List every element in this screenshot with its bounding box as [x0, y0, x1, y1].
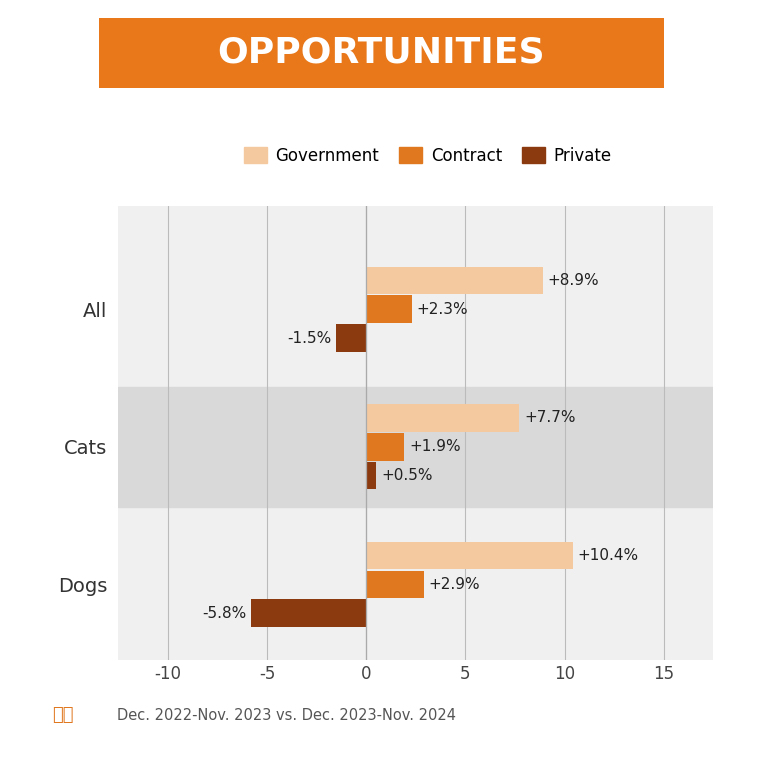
Text: 🐕🐈: 🐕🐈 [52, 707, 73, 724]
Text: +0.5%: +0.5% [382, 468, 433, 483]
Text: -5.8%: -5.8% [202, 606, 246, 621]
Bar [251, 600, 366, 627]
Bar [366, 542, 572, 569]
Text: +8.9%: +8.9% [548, 273, 600, 288]
Text: +10.4%: +10.4% [578, 548, 639, 563]
Text: OPPORTUNITIES: OPPORTUNITIES [217, 36, 546, 69]
Legend: Government, Contract, Private: Government, Contract, Private [239, 142, 617, 169]
Bar [366, 462, 376, 489]
Bar [366, 404, 519, 432]
Text: -1.5%: -1.5% [288, 330, 332, 346]
Bar [366, 295, 412, 323]
Bar [336, 324, 366, 352]
Text: +2.3%: +2.3% [417, 301, 468, 317]
Text: +1.9%: +1.9% [409, 439, 461, 454]
Bar [366, 433, 404, 461]
Text: Dec. 2022-Nov. 2023 vs. Dec. 2023-Nov. 2024: Dec. 2022-Nov. 2023 vs. Dec. 2023-Nov. 2… [118, 708, 456, 723]
Text: +7.7%: +7.7% [524, 410, 575, 425]
Text: +2.9%: +2.9% [429, 577, 481, 592]
Bar [366, 571, 423, 598]
Bar [118, 387, 713, 507]
FancyBboxPatch shape [54, 12, 709, 93]
Bar [366, 266, 542, 294]
